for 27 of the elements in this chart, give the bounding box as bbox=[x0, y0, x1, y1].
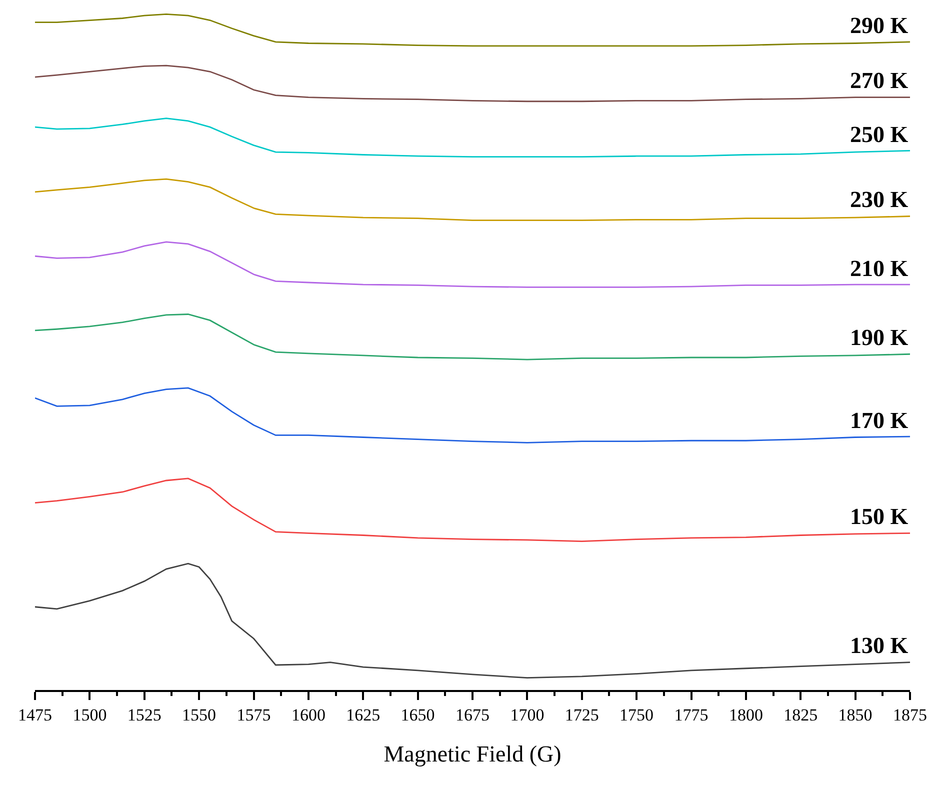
series-label: 170 K bbox=[850, 408, 908, 433]
series-label: 210 K bbox=[850, 256, 908, 281]
x-tick-label: 1650 bbox=[400, 705, 435, 724]
series-label: 290 K bbox=[850, 13, 908, 38]
x-axis-title: Magnetic Field (G) bbox=[384, 742, 562, 766]
x-tick-label: 1750 bbox=[620, 705, 654, 724]
series-label: 250 K bbox=[850, 122, 908, 147]
series-label: 130 K bbox=[850, 633, 908, 658]
series-label: 150 K bbox=[850, 504, 908, 529]
x-tick-label: 1800 bbox=[728, 705, 763, 724]
x-tick-label: 1525 bbox=[127, 705, 162, 724]
x-tick-label: 1675 bbox=[456, 705, 490, 724]
x-tick-label: 1825 bbox=[784, 705, 818, 724]
x-tick-label: 1500 bbox=[72, 705, 107, 724]
x-tick-label: 1700 bbox=[510, 705, 544, 724]
series-label: 190 K bbox=[850, 325, 908, 350]
x-tick-label: 1575 bbox=[236, 705, 271, 724]
x-tick-label: 1875 bbox=[893, 705, 927, 724]
x-tick-label: 1775 bbox=[674, 705, 708, 724]
x-tick-label: 1850 bbox=[838, 705, 872, 724]
x-tick-label: 1725 bbox=[564, 705, 599, 724]
x-tick-label: 1550 bbox=[182, 705, 216, 724]
x-tick-label: 1475 bbox=[18, 705, 52, 724]
x-tick-label: 1625 bbox=[346, 705, 380, 724]
x-tick-label: 1600 bbox=[291, 705, 326, 724]
series-label: 230 K bbox=[850, 187, 908, 212]
series-label: 270 K bbox=[850, 68, 908, 93]
